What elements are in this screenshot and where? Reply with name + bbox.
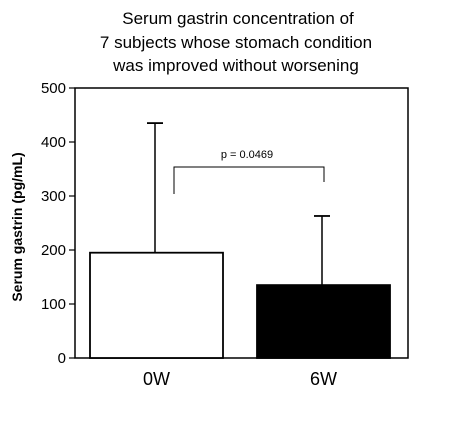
bar-6W — [256, 284, 391, 359]
x-tick-label-0W: 0W — [143, 369, 170, 389]
y-tick-label: 300 — [41, 188, 66, 205]
chart-title-line-1: Serum gastrin concentration of — [122, 9, 354, 28]
y-tick-label: 200 — [41, 242, 66, 259]
y-tick-label: 500 — [41, 80, 66, 97]
bar-0W — [89, 251, 224, 359]
chart-title-line-2: 7 subjects whose stomach condition — [100, 33, 372, 52]
y-tick-label: 0 — [58, 350, 66, 367]
significance-bracket — [173, 166, 325, 194]
plot-area: 0 100 200 300 400 500 0W 6W p = 0.0469 — [41, 80, 409, 389]
chart-title-line-3: was improved without worsening — [112, 56, 359, 75]
y-tick-label: 100 — [41, 296, 66, 313]
plot-frame — [74, 87, 409, 359]
p-value-label: p = 0.0469 — [221, 149, 273, 161]
y-tick-label: 400 — [41, 134, 66, 151]
x-tick-label-6W: 6W — [310, 369, 337, 389]
y-axis-label: Serum gastrin (pg/mL) — [9, 152, 25, 301]
